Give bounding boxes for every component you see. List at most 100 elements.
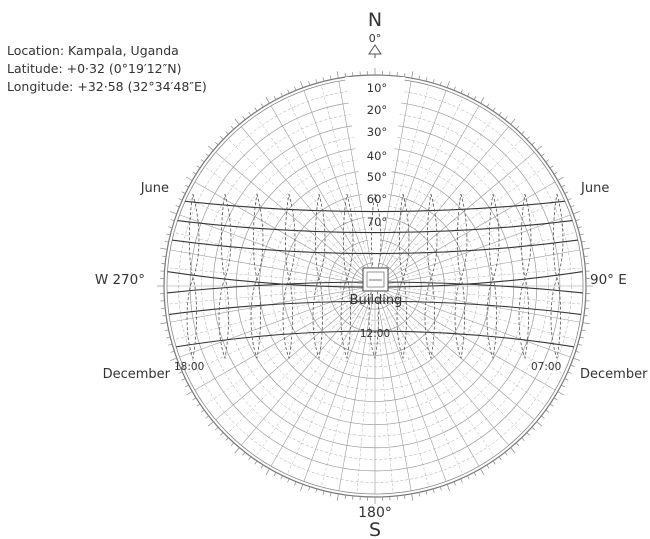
- azimuth-tick: [294, 481, 297, 486]
- azimuth-tick: [446, 484, 450, 491]
- hour-analemma: [424, 193, 438, 360]
- time-label-12: 12:00: [360, 328, 390, 340]
- azimuth-tick: [504, 116, 508, 120]
- azimuth-tick: [220, 136, 224, 140]
- azimuth-tick: [531, 426, 536, 431]
- azimuth-line: [186, 197, 350, 275]
- azimuth-tick: [166, 233, 171, 236]
- azimuth-tick: [526, 432, 530, 436]
- azimuth-tick: [473, 96, 477, 100]
- azimuth-tick: [205, 153, 209, 157]
- azimuth-tick: [200, 409, 205, 413]
- azimuth-tick: [583, 255, 588, 257]
- azimuth-tick: [185, 384, 189, 388]
- azimuth-tick: [545, 409, 550, 413]
- hour-analemma: [368, 193, 382, 360]
- azimuth-tick: [581, 329, 586, 332]
- azimuth-tick: [492, 460, 496, 465]
- azimuth-tick: [170, 219, 175, 222]
- azimuth-tick: [486, 464, 490, 469]
- azimuth-line: [194, 181, 365, 281]
- azimuth-tick: [418, 75, 421, 80]
- azimuth-line: [270, 105, 370, 276]
- azimuth-tick: [557, 176, 564, 181]
- azimuth-tick: [567, 198, 572, 201]
- south-letter: S: [369, 519, 381, 539]
- azimuth-tick: [280, 92, 283, 97]
- azimuth-line: [194, 291, 365, 391]
- azimuth-tick: [242, 452, 246, 456]
- declination-curve: [167, 217, 583, 234]
- time-label-07: 07:00: [531, 361, 561, 373]
- azimuth-tick: [515, 125, 520, 130]
- azimuth-tick: [207, 421, 214, 427]
- june-label-right: June: [580, 181, 609, 196]
- altitude-label-20: 20°: [367, 103, 387, 117]
- azimuth-line: [170, 249, 364, 285]
- azimuth-tick: [564, 191, 569, 194]
- azimuth-tick: [308, 81, 311, 86]
- azimuth-tick: [575, 350, 580, 353]
- east-label: 90° E: [590, 272, 627, 288]
- azimuth-line: [380, 105, 480, 276]
- azimuth-line: [241, 294, 368, 446]
- december-label-right: December: [580, 367, 648, 382]
- azimuth-tick: [553, 397, 558, 401]
- hour-analemma: [282, 193, 296, 360]
- azimuth-tick: [545, 159, 550, 163]
- azimuth-tick: [300, 484, 304, 491]
- azimuth-tick: [467, 92, 470, 97]
- azimuth-tick: [541, 415, 545, 419]
- azimuth-tick: [460, 89, 463, 94]
- december-label-left: December: [103, 367, 171, 382]
- azimuth-tick: [521, 437, 525, 441]
- azimuth-tick: [573, 357, 580, 361]
- azimuth-tick: [234, 118, 240, 125]
- azimuth-tick: [230, 125, 235, 130]
- location-text: Location: Kampala, Uganda: [7, 43, 179, 58]
- azimuth-tick: [467, 475, 470, 480]
- azimuth-tick: [322, 490, 325, 495]
- altitude-label-50: 50°: [367, 170, 387, 184]
- azimuth-tick: [287, 478, 290, 483]
- azimuth-line: [386, 214, 571, 283]
- azimuth-line: [376, 297, 412, 491]
- azimuth-tick: [557, 391, 564, 396]
- azimuth-line: [286, 97, 364, 261]
- azimuth-tick: [166, 336, 171, 339]
- azimuth-line: [385, 291, 556, 391]
- azimuth-line: [394, 138, 523, 267]
- azimuth-tick: [492, 107, 496, 112]
- azimuth-tick: [582, 247, 590, 250]
- azimuth-line: [303, 297, 372, 482]
- azimuth-tick: [315, 79, 318, 84]
- hour-analemma: [518, 193, 532, 360]
- azimuth-tick: [510, 447, 516, 454]
- azimuth-tick: [439, 81, 442, 86]
- azimuth-line: [382, 294, 509, 446]
- altitude-label-30: 30°: [367, 125, 387, 139]
- azimuth-line: [397, 166, 546, 271]
- azimuth-tick: [404, 494, 406, 499]
- declination-curve: [167, 197, 583, 213]
- azimuth-line: [386, 249, 580, 285]
- azimuth-tick: [196, 403, 201, 407]
- azimuth-tick: [411, 493, 414, 501]
- azimuth-line: [174, 231, 349, 279]
- altitude-label-10: 10°: [367, 81, 387, 95]
- azimuth-line: [204, 301, 353, 406]
- azimuth-tick: [510, 118, 516, 125]
- azimuth-line: [402, 288, 583, 305]
- azimuth-tick: [175, 364, 180, 367]
- azimuth-tick: [220, 432, 224, 436]
- azimuth-tick: [425, 77, 428, 82]
- azimuth-tick: [561, 384, 565, 388]
- azimuth-tick: [480, 97, 485, 104]
- azimuth-tick: [192, 171, 197, 175]
- azimuth-tick: [515, 442, 520, 447]
- azimuth-tick: [549, 165, 554, 169]
- azimuth-tick: [300, 81, 304, 88]
- azimuth-tick: [473, 472, 477, 476]
- azimuth-tick: [230, 442, 235, 447]
- label-wedge: [345, 77, 405, 286]
